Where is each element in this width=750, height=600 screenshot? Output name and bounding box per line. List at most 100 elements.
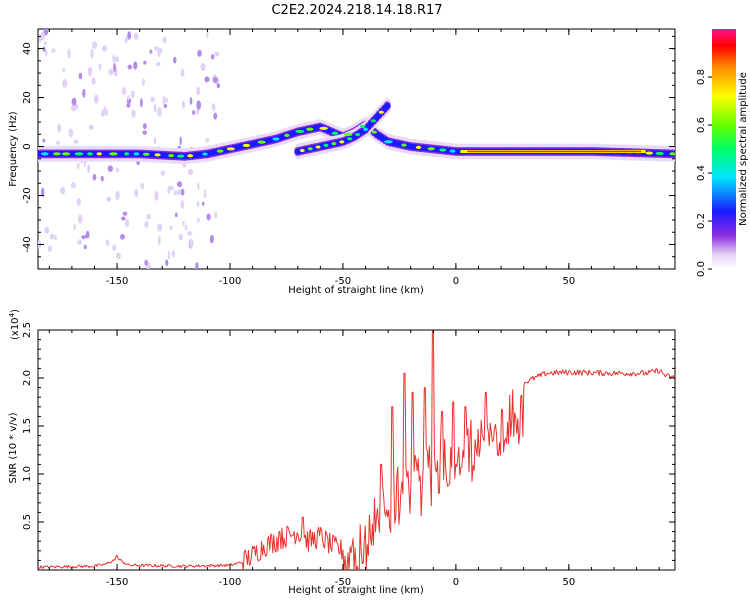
spectrogram-noise	[165, 259, 169, 267]
colorbar-tick-label: 0.4	[696, 165, 707, 181]
spectrogram-noise	[42, 138, 46, 143]
spectrogram-noise	[115, 190, 120, 201]
spectrogram-noise	[134, 188, 139, 198]
spectrogram-noise	[98, 63, 102, 71]
spectrogram-hotspot	[401, 143, 407, 147]
spectrogram-noise	[171, 249, 175, 258]
spectrogram-noise	[180, 199, 185, 209]
bottom-x-tick-label: 0	[453, 577, 459, 588]
spectrogram-hotspot	[359, 124, 366, 129]
spectrogram-noise	[187, 231, 193, 236]
spectrogram-noise	[130, 90, 135, 99]
svg-text:(x104): (x104)	[8, 309, 21, 340]
top-x-ticks: -150 -100 -50 0 50	[48, 29, 660, 287]
spectrogram-noise	[104, 108, 108, 117]
spectrogram-hotspot	[427, 147, 435, 151]
spectrogram-noise	[106, 196, 112, 202]
spectrogram-noise	[163, 103, 168, 109]
spectrogram-branch-hotspot	[363, 127, 369, 132]
spectrogram-noise	[177, 188, 181, 196]
spectrogram-noise	[213, 112, 218, 120]
spectrogram-noise	[124, 36, 128, 44]
spectrogram-branch-hotspot	[323, 143, 329, 147]
spectrogram-noise	[153, 136, 157, 145]
spectrogram-hotspot	[415, 145, 422, 149]
bottom-x-tick-label: -100	[219, 577, 242, 588]
spectrogram-noise	[68, 128, 74, 138]
spectrogram-noise	[41, 187, 45, 197]
bottom-y-axis-label: SNR (10 * v/v)	[8, 412, 19, 483]
spectrogram-noise	[206, 31, 209, 39]
bottom-x-ticks: -150 -100 -50 0 50	[48, 330, 660, 588]
spectrogram-noise	[115, 252, 121, 260]
spectrogram-noise	[43, 29, 49, 36]
bottom-y-tick-label: 2.5	[22, 322, 33, 338]
spectrogram-noise	[182, 220, 185, 227]
spectrogram-hotspot	[331, 131, 339, 135]
spectrogram-noise	[105, 239, 110, 247]
spectrogram-noise	[100, 175, 104, 182]
spectrogram-hotspot	[439, 148, 447, 152]
top-y-tick-label: 40	[22, 42, 33, 55]
spectrogram-noise	[62, 78, 68, 88]
spectrogram-noise	[144, 259, 148, 266]
bottom-x-tick-label: 50	[562, 577, 575, 588]
spectrogram-noise	[144, 221, 149, 229]
spectrogram-noise	[49, 233, 55, 240]
colorbar-ticks: 0.0 0.2 0.4 0.6 0.8	[696, 69, 712, 277]
spectrogram-noise	[164, 97, 169, 104]
spectrogram-hotspot	[96, 152, 103, 156]
spectrogram-hotspot	[343, 132, 353, 137]
spectrogram-noise	[44, 49, 48, 57]
spectrogram-noise	[214, 211, 218, 219]
spectrogram-noise	[78, 72, 83, 80]
scale-exponent: 4	[8, 312, 16, 317]
spectrogram-branch-hotspot	[331, 142, 337, 146]
spectrogram-noise	[114, 56, 120, 63]
top-x-axis-label: Height of straight line (km)	[288, 285, 424, 296]
spectrogram-hotspot	[226, 147, 235, 151]
spectrogram-noise	[154, 190, 159, 201]
top-x-tick-label: 0	[453, 276, 459, 287]
spectrogram-hotspot	[52, 152, 61, 156]
spectrogram-noise	[70, 182, 77, 189]
spectrogram-noise	[157, 49, 161, 58]
top-y-axis-label: Frequency (Hz)	[8, 111, 19, 187]
spectrogram-noise	[107, 165, 113, 172]
spectrogram-noise	[157, 107, 162, 117]
spectrogram-hotspot	[284, 133, 290, 138]
spectrogram-noise	[40, 31, 46, 41]
spectrogram-hotspot	[124, 152, 130, 156]
spectrogram-noise	[71, 97, 77, 106]
spectrogram-branch-hotspot	[378, 110, 384, 114]
spectrogram-noise	[88, 124, 94, 130]
spectrogram-hotspot	[449, 149, 456, 153]
spectrogram-noise	[176, 181, 183, 188]
spectrogram-noise	[153, 103, 157, 113]
spectrogram-branch-core	[384, 102, 391, 109]
spectrogram-noise	[204, 76, 210, 83]
colorbar: 0.0 0.2 0.4 0.6 0.8 Normalized spectral ampl…	[696, 29, 749, 277]
spectrogram-noise	[125, 219, 130, 228]
scale-label: (x10	[10, 317, 21, 340]
spectrogram-noise	[120, 233, 125, 240]
spectrogram-noise	[108, 68, 114, 76]
spectrogram-noise	[121, 87, 127, 96]
top-y-tick-label: 20	[22, 91, 33, 104]
spectrogram-noise	[155, 62, 161, 67]
spectrogram-noise	[127, 31, 132, 40]
spectrogram-noise	[113, 62, 116, 73]
spectrogram-noise	[127, 94, 130, 101]
spectrogram-noise	[142, 78, 145, 87]
bottom-y-ticks: 0.5 1.0 1.5 2.0 2.5	[22, 322, 675, 571]
spectrogram-noise	[77, 239, 82, 245]
top-y-tick-label: -40	[22, 236, 33, 252]
spectrogram-hotspot	[74, 152, 84, 156]
spectrogram-noise	[62, 67, 66, 72]
spectrogram-noise	[184, 224, 188, 231]
spectrogram-branch-hotspot	[355, 132, 361, 137]
spectrogram-noise	[140, 182, 145, 190]
spectrogram-noise	[201, 201, 205, 206]
bottom-y-tick-label: 1.5	[22, 418, 33, 434]
